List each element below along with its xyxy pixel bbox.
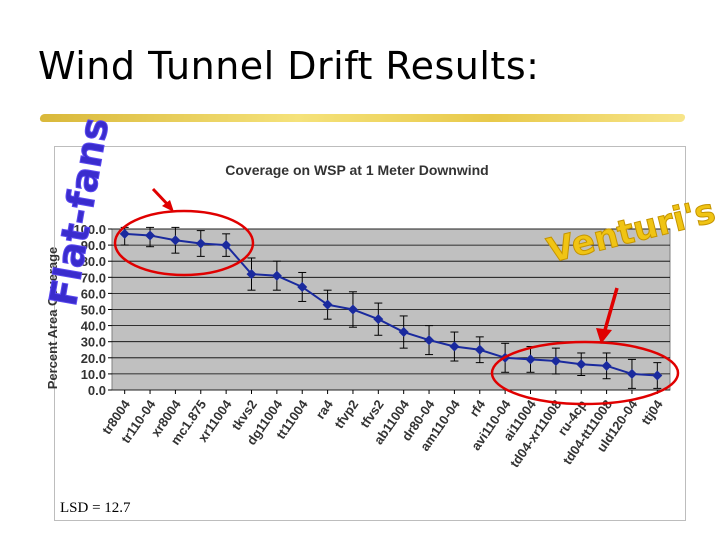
y-tick-label: 10.0 (81, 367, 106, 382)
venturis-arrow (603, 287, 619, 331)
x-tick-label: tfvp2 (331, 397, 361, 431)
y-tick-label: 40.0 (81, 319, 106, 334)
data-point (145, 230, 156, 241)
y-tick-label: 100.0 (73, 222, 106, 237)
data-point (550, 356, 561, 367)
data-point (271, 270, 282, 281)
y-tick-label: 30.0 (81, 335, 106, 350)
data-point (246, 269, 257, 280)
data-point (525, 354, 536, 365)
data-point (626, 368, 637, 379)
y-tick-label: 70.0 (81, 270, 106, 285)
y-tick-label: 50.0 (81, 303, 106, 318)
data-point (297, 281, 308, 292)
data-point (170, 235, 181, 246)
data-point (449, 341, 460, 352)
x-tick-label: ra4 (313, 396, 337, 421)
flat-fans-circle (113, 209, 255, 277)
data-point (322, 299, 333, 310)
lsd-note: LSD = 12.7 (60, 500, 131, 516)
data-point (576, 359, 587, 370)
chart-title: Coverage on WSP at 1 Meter Downwind (225, 162, 488, 178)
data-point (652, 370, 663, 381)
flat-fans-arrowhead (162, 200, 174, 212)
slide-title: Wind Tunnel Drift Results: (38, 44, 540, 88)
y-tick-label: 80.0 (81, 254, 106, 269)
y-tick-label: 20.0 (81, 351, 106, 366)
series-line (124, 232, 658, 377)
data-point (195, 238, 206, 249)
y-tick-label: 60.0 (81, 286, 106, 301)
data-point (221, 240, 232, 251)
data-point (347, 304, 358, 315)
venturis-circle (490, 340, 680, 406)
data-point (424, 335, 435, 346)
y-tick-label: 0.0 (88, 383, 106, 398)
x-tick-label: rf4 (466, 396, 488, 419)
data-point (398, 327, 409, 338)
data-point (474, 344, 485, 355)
data-point (601, 360, 612, 371)
data-point (373, 314, 384, 325)
x-tick-label: ttj04 (638, 396, 666, 427)
venturis-arrowhead (596, 328, 612, 344)
data-point (119, 228, 130, 239)
y-tick-label: 90.0 (81, 238, 106, 253)
y-axis-label: Percent Area Coverage (45, 247, 60, 390)
